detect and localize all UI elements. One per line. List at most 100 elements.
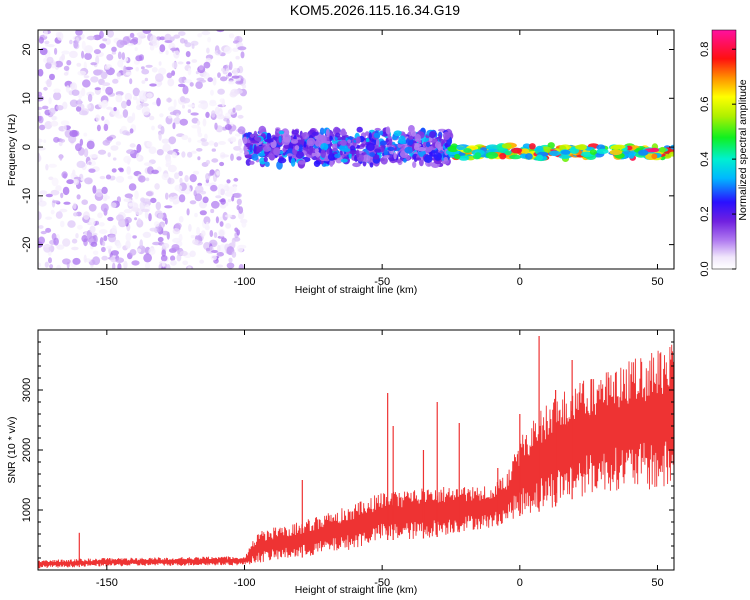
heatmap-cell (194, 185, 204, 193)
heatmap-cell (61, 50, 70, 55)
heatmap-cell (136, 248, 142, 253)
heatmap-cell (45, 193, 53, 198)
heatmap-cell (86, 140, 95, 150)
heatmap-cell (93, 49, 101, 55)
heatmap-cell (262, 145, 272, 152)
heatmap-cell (178, 216, 184, 223)
heatmap-cell (94, 87, 102, 91)
heatmap-cell (227, 72, 232, 77)
heatmap-cell (458, 155, 470, 161)
heatmap-cell (122, 109, 129, 118)
heatmap-cell (148, 213, 152, 222)
heatmap-cell (111, 168, 117, 173)
heatmap-cell (46, 78, 52, 88)
heatmap-cell (191, 117, 199, 124)
heatmap-cell (143, 162, 153, 167)
heatmap-cell (218, 141, 226, 145)
heatmap-cell (383, 155, 390, 159)
heatmap-cell (129, 128, 134, 134)
heatmap-cell (352, 162, 361, 168)
heatmap-cell (216, 264, 224, 268)
heatmap-cell (347, 139, 351, 144)
heatmap-cell (62, 258, 71, 265)
heatmap-cell (589, 149, 598, 156)
heatmap-cell (112, 157, 117, 161)
heatmap-cell (67, 220, 76, 228)
heatmap-cell (393, 130, 403, 137)
heatmap-cell (339, 144, 348, 152)
heatmap-cell (129, 32, 135, 38)
heatmap-cell (55, 185, 62, 192)
heatmap-cell (417, 147, 426, 152)
heatmap-cell (138, 90, 147, 100)
heatmap-cell (404, 146, 414, 154)
heatmap-cell (425, 141, 431, 148)
heatmap-cell (216, 113, 225, 120)
heatmap-cell (146, 141, 153, 148)
heatmap-cell (182, 260, 189, 266)
heatmap-cell (102, 139, 111, 146)
heatmap-cell (102, 38, 108, 42)
heatmap-cell (288, 142, 294, 148)
heatmap-x-tick-label: -100 (233, 276, 255, 288)
heatmap-x-tick-label: -50 (374, 276, 390, 288)
snr-x-tick-label: -50 (374, 577, 390, 589)
heatmap-cell (167, 164, 177, 173)
figure-title: KOM5.2026.115.16.34.G19 (289, 2, 461, 18)
heatmap-cell (204, 133, 208, 140)
heatmap-cell (173, 117, 181, 125)
heatmap-cell (116, 72, 122, 77)
heatmap-cell (69, 83, 76, 89)
heatmap-cell (373, 132, 381, 139)
heatmap-cell (102, 197, 108, 202)
heatmap-cell (117, 263, 122, 269)
heatmap-cell (107, 216, 114, 222)
heatmap-cell (53, 91, 62, 101)
heatmap-cell (202, 196, 209, 204)
heatmap-cell (214, 106, 220, 115)
heatmap-cell (232, 107, 236, 113)
heatmap-frame (37, 29, 675, 270)
heatmap-cell (184, 42, 192, 48)
heatmap-cell (141, 68, 150, 75)
heatmap-cell (187, 104, 196, 108)
heatmap-cell (190, 234, 196, 239)
heatmap-cell (142, 30, 152, 34)
heatmap-cell (161, 138, 170, 144)
heatmap-cell (356, 126, 363, 133)
heatmap-cell (171, 61, 178, 69)
heatmap-cell (651, 153, 658, 160)
heatmap-cell (166, 264, 171, 269)
heatmap-cell (216, 252, 224, 257)
heatmap-cell (249, 144, 253, 153)
heatmap-cell (102, 241, 106, 247)
heatmap-cell (38, 142, 42, 147)
heatmap-cell (101, 82, 111, 86)
heatmap-cell (560, 149, 571, 155)
heatmap-cell (77, 224, 83, 230)
heatmap-cell (173, 99, 177, 108)
heatmap-cell (225, 223, 232, 229)
heatmap-cell (170, 47, 179, 51)
heatmap-cell (167, 177, 175, 185)
heatmap-cell (187, 109, 192, 114)
heatmap-x-tick-label: -150 (96, 276, 118, 288)
heatmap-cell (145, 191, 153, 197)
heatmap-cell (90, 62, 97, 66)
snr-x-tick-label: -100 (233, 577, 255, 589)
heatmap-cell (88, 168, 96, 173)
heatmap-cell (362, 154, 371, 163)
heatmap-cell (501, 143, 512, 149)
heatmap-cell (217, 72, 221, 78)
heatmap-cell (216, 30, 225, 33)
heatmap-cell (313, 160, 321, 168)
heatmap-cell (96, 124, 101, 132)
heatmap-cell (149, 45, 155, 51)
heatmap-cell (172, 122, 176, 130)
heatmap-cell (230, 136, 237, 142)
heatmap-cell (220, 198, 226, 205)
heatmap-cell (196, 120, 201, 126)
heatmap-cell (43, 139, 47, 143)
heatmap-cell (187, 151, 193, 158)
heatmap-cell (60, 192, 64, 199)
